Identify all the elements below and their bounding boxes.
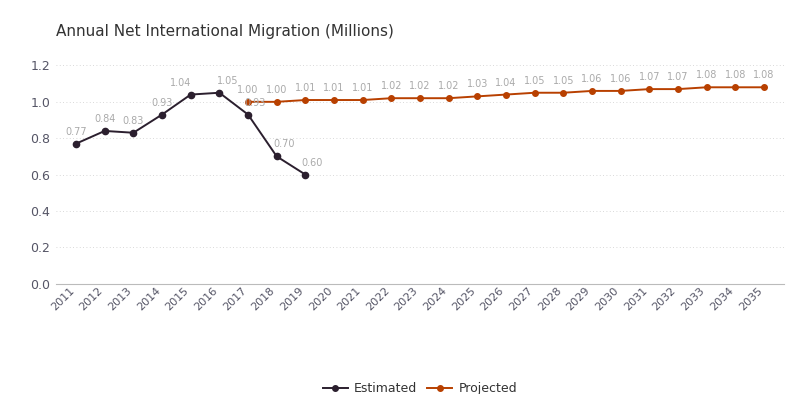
Text: 1.07: 1.07	[638, 72, 660, 82]
Projected	[759, 85, 769, 90]
Text: 1.08: 1.08	[725, 71, 746, 80]
Estimated	[243, 112, 253, 117]
Projected	[358, 98, 367, 102]
Text: 1.05: 1.05	[553, 76, 574, 86]
Text: 1.08: 1.08	[696, 71, 718, 80]
Estimated	[100, 128, 110, 133]
Text: 1.05: 1.05	[217, 76, 238, 86]
Text: 1.02: 1.02	[381, 81, 402, 91]
Projected	[272, 99, 282, 104]
Text: 1.00: 1.00	[238, 85, 258, 95]
Text: 0.70: 0.70	[273, 139, 294, 149]
Text: 1.02: 1.02	[438, 81, 459, 91]
Text: 1.06: 1.06	[582, 74, 602, 84]
Projected	[702, 85, 711, 90]
Estimated	[129, 130, 138, 135]
Estimated	[186, 92, 195, 97]
Text: 0.93: 0.93	[151, 98, 173, 108]
Text: 1.05: 1.05	[524, 76, 546, 86]
Projected	[558, 90, 568, 95]
Estimated	[301, 172, 310, 177]
Text: 1.06: 1.06	[610, 74, 631, 84]
Text: 1.03: 1.03	[466, 80, 488, 89]
Line: Projected: Projected	[246, 84, 766, 105]
Projected	[587, 89, 597, 93]
Projected	[415, 96, 425, 100]
Text: 1.08: 1.08	[754, 71, 774, 80]
Projected	[330, 98, 339, 102]
Projected	[616, 89, 626, 93]
Text: 0.83: 0.83	[122, 116, 144, 126]
Text: 1.01: 1.01	[323, 83, 345, 93]
Text: 1.01: 1.01	[352, 83, 374, 93]
Projected	[386, 96, 396, 100]
Text: 1.07: 1.07	[667, 72, 689, 82]
Estimated	[272, 154, 282, 159]
Text: 0.60: 0.60	[302, 158, 323, 167]
Text: Annual Net International Migration (Millions): Annual Net International Migration (Mill…	[56, 24, 394, 39]
Projected	[673, 87, 682, 91]
Text: 0.93: 0.93	[244, 98, 266, 108]
Text: 1.04: 1.04	[170, 78, 192, 87]
Projected	[730, 85, 740, 90]
Projected	[473, 94, 482, 99]
Estimated	[158, 112, 167, 117]
Projected	[243, 99, 253, 104]
Text: 1.04: 1.04	[495, 78, 517, 87]
Projected	[530, 90, 539, 95]
Text: 1.02: 1.02	[410, 81, 430, 91]
Projected	[645, 87, 654, 91]
Estimated	[214, 90, 224, 95]
Text: 0.84: 0.84	[94, 114, 115, 124]
Text: 0.77: 0.77	[66, 127, 87, 137]
Text: 1.01: 1.01	[294, 83, 316, 93]
Projected	[444, 96, 454, 100]
Projected	[301, 98, 310, 102]
Estimated	[71, 141, 81, 146]
Projected	[501, 92, 510, 97]
Line: Estimated: Estimated	[73, 89, 309, 178]
Text: 1.00: 1.00	[266, 85, 287, 95]
Legend: Estimated, Projected: Estimated, Projected	[318, 377, 522, 394]
